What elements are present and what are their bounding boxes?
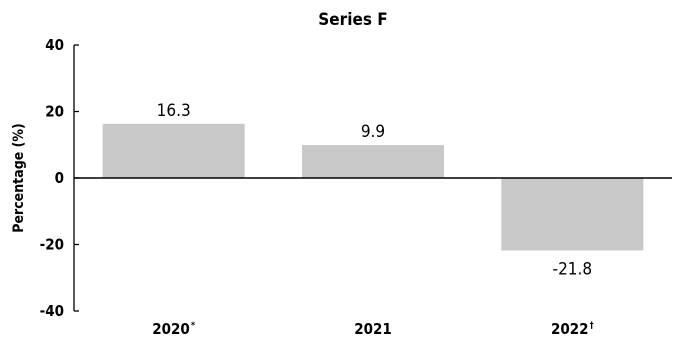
- footnote-mark: *: [191, 321, 196, 331]
- data-label-2021: 9.9: [361, 122, 385, 142]
- bar-2022: [501, 178, 644, 251]
- x-tick-label-2020: 2020*: [152, 320, 196, 338]
- x-axis-labels: 2020* 2021 2022†: [152, 320, 593, 338]
- y-axis: 40 20 0 -20 -40: [40, 36, 79, 320]
- bar-2021: [302, 145, 444, 178]
- bars: [102, 123, 644, 251]
- data-label-2020: 16.3: [157, 101, 191, 121]
- value-labels: 16.3 9.9 -21.8: [157, 101, 592, 280]
- x-tick-label-2022: 2022†: [551, 320, 594, 338]
- y-tick-label: 40: [45, 36, 64, 54]
- y-tick-label: 0: [55, 169, 64, 187]
- y-tick-label: -40: [40, 302, 64, 320]
- y-tick-label: -20: [40, 236, 64, 254]
- x-tick-label-2021: 2021: [354, 320, 392, 338]
- y-tick-label: 20: [45, 103, 64, 121]
- chart-title: Series F: [318, 10, 387, 30]
- bar-2020: [102, 123, 245, 178]
- footnote-mark: †: [590, 321, 594, 331]
- y-axis-label: Percentage (%): [11, 123, 27, 233]
- data-label-2022: -21.8: [553, 259, 593, 279]
